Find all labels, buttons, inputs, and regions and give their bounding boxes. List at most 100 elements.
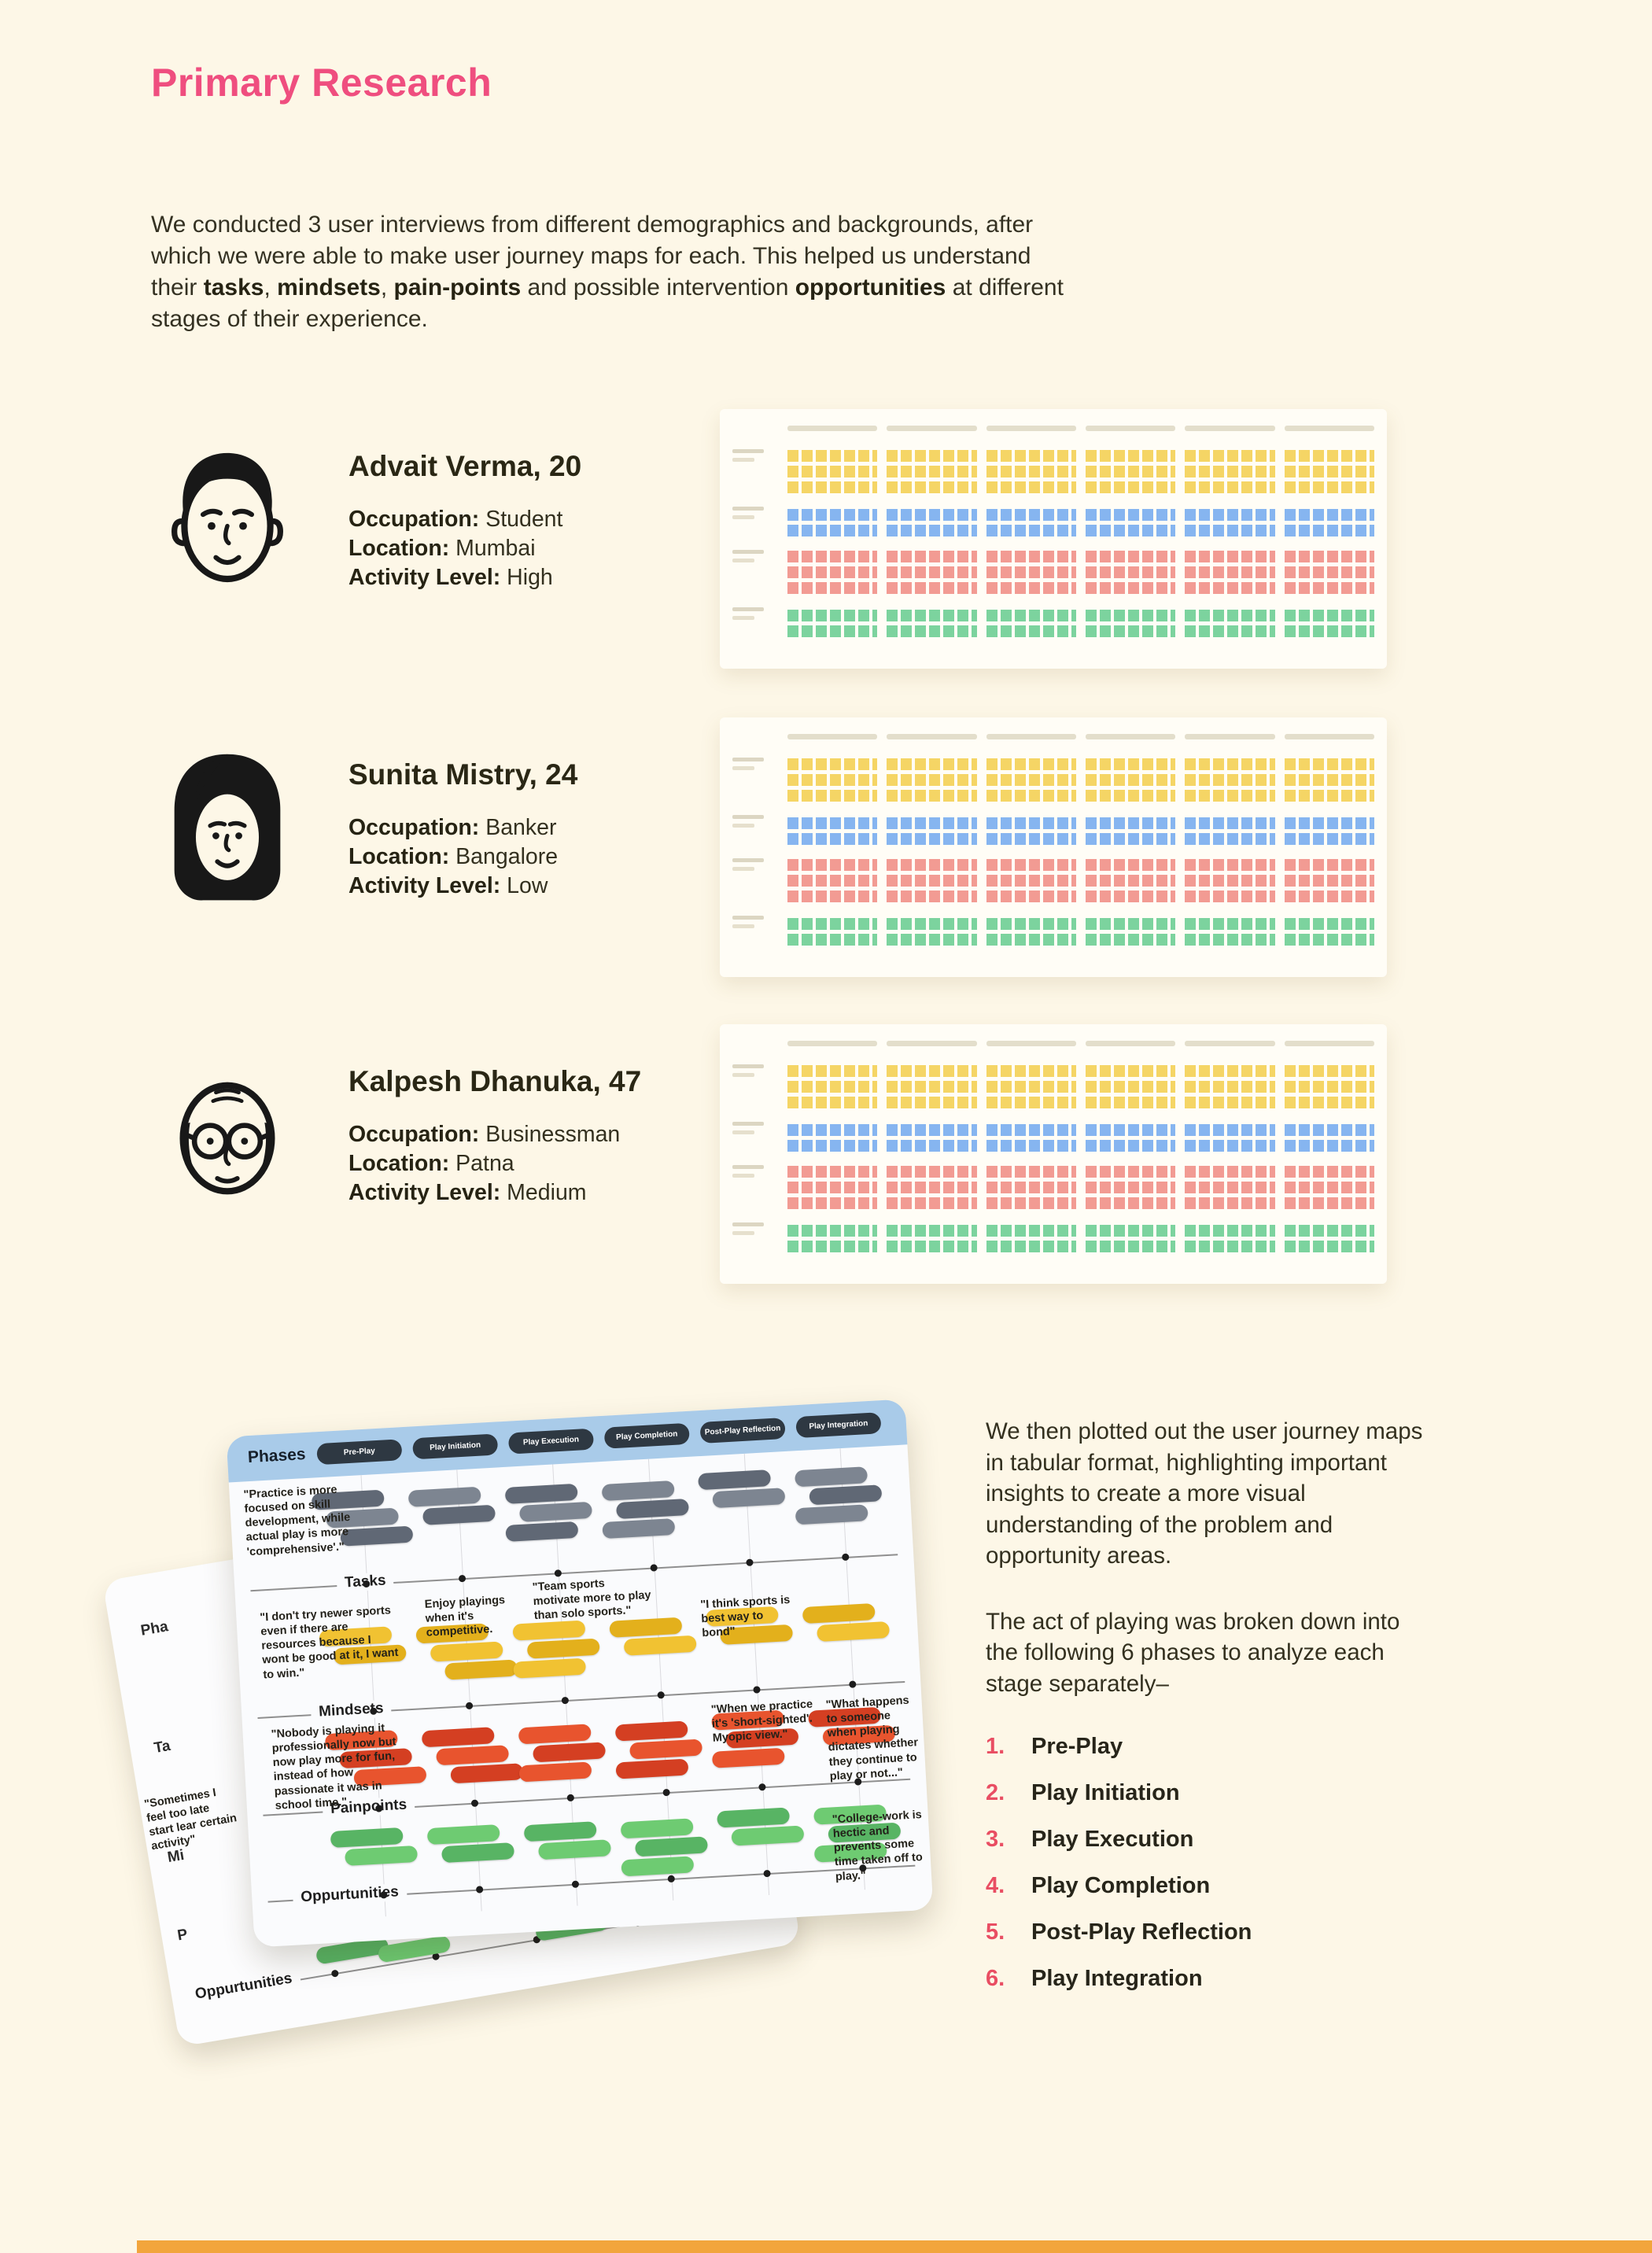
row-label-column xyxy=(732,1063,778,1108)
sticky-note-band xyxy=(732,548,1374,594)
phase-number: 3. xyxy=(986,1827,1005,1853)
phase-pill: Pre-Play xyxy=(316,1439,403,1466)
persona-row-sunita: Sunita Mistry, 24 Occupation: Banker Loc… xyxy=(0,717,1652,977)
activity-label: Activity Level: xyxy=(348,873,501,898)
sticky-note-grid xyxy=(1185,1221,1275,1252)
phase-label: Play Execution xyxy=(1031,1827,1194,1853)
painpoint-pill xyxy=(436,1745,510,1766)
location-value: Mumbai xyxy=(455,536,536,561)
sticky-note-grid xyxy=(1284,914,1374,946)
phase-title-bar xyxy=(787,733,878,739)
page-title: Primary Research xyxy=(151,61,492,105)
avatar-advait-verma xyxy=(156,433,299,614)
mindset-pill xyxy=(817,1621,891,1643)
journey-map-figure: Oppurtunities Pha Ta Mi P "Sometimes I feel … xyxy=(101,1399,1054,2116)
task-pill xyxy=(602,1517,676,1539)
phase-list-item: 2. Play Initiation xyxy=(986,1780,1430,1806)
sticky-note-grid xyxy=(1085,756,1176,802)
opportunity-pill xyxy=(523,1821,597,1842)
persona-activity: Activity Level: High xyxy=(348,563,581,592)
sticky-note-grid xyxy=(787,914,878,946)
sticky-note-grid xyxy=(986,1221,1076,1252)
persona-info: Sunita Mistry, 24 Occupation: Banker Loc… xyxy=(348,758,577,901)
sticky-note-grid xyxy=(787,448,878,493)
older-man-glasses-face-icon xyxy=(179,1082,275,1195)
persona-activity: Activity Level: Low xyxy=(348,872,577,901)
sticky-note-grid xyxy=(1085,1120,1176,1152)
sticky-note-band xyxy=(732,857,1374,902)
sticky-note-grid xyxy=(1185,857,1275,902)
sticky-note-grid xyxy=(787,1063,878,1108)
sticky-note-grid xyxy=(1284,813,1374,845)
task-pill xyxy=(795,1504,868,1525)
journey-phase-pills: Pre-Play Play Initiation Play Execution Pla… xyxy=(227,1399,905,1466)
sticky-note-grid xyxy=(986,914,1076,946)
phase-list-item: 6. Play Integration xyxy=(986,1966,1430,1992)
mindset-pill xyxy=(526,1638,600,1659)
sticky-note-grid xyxy=(1185,1063,1275,1108)
sticky-note-grid xyxy=(1185,1163,1275,1209)
phase-title-bar xyxy=(1085,425,1176,431)
phase-title-bar xyxy=(1185,1040,1275,1046)
sticky-note-band xyxy=(732,1063,1374,1108)
sticky-note-grid xyxy=(787,548,878,594)
location-label: Location: xyxy=(348,536,450,561)
sticky-note-grid xyxy=(887,813,977,845)
sticky-note-grid xyxy=(986,756,1076,802)
sticky-note-grid xyxy=(1185,448,1275,493)
activity-label: Activity Level: xyxy=(348,565,501,590)
sticky-note-grid xyxy=(887,1120,977,1152)
row-rule: Oppurtunities xyxy=(253,1864,931,1907)
phase-title-bar xyxy=(986,1040,1076,1046)
phase-number: 5. xyxy=(986,1919,1005,1945)
row-label-column xyxy=(732,448,778,493)
intro-bold-mindsets: mindsets xyxy=(277,274,381,301)
sticky-note-grid xyxy=(887,756,977,802)
sticky-note-grid xyxy=(986,857,1076,902)
row-label-column xyxy=(732,1221,778,1252)
phase-pill: Post-Play Reflection xyxy=(699,1417,786,1444)
phase-label: Play Completion xyxy=(1031,1873,1211,1899)
thumbnail-phase-header xyxy=(732,1035,1374,1051)
thumbnail-phase-header xyxy=(732,728,1374,744)
task-pill xyxy=(795,1466,868,1488)
sticky-note-grid xyxy=(1185,1120,1275,1152)
intro-text: , xyxy=(264,274,278,301)
persona-occupation: Occupation: Student xyxy=(348,505,581,534)
phase-pill: Play Completion xyxy=(603,1422,690,1449)
mindset-pill xyxy=(802,1602,876,1624)
sticky-note-grid xyxy=(787,606,878,637)
painpoint-pill xyxy=(518,1724,592,1745)
sticky-note-grid xyxy=(1185,756,1275,802)
user-quote: "College-work is hectic and prevents som… xyxy=(832,1809,924,1883)
activity-label: Activity Level: xyxy=(348,1180,501,1205)
mindset-pill xyxy=(444,1659,518,1680)
row-label-column xyxy=(732,606,778,637)
sticky-note-grid xyxy=(1284,448,1374,493)
sticky-note-grid xyxy=(1085,857,1176,902)
sticky-note-grid xyxy=(1284,548,1374,594)
sticky-note-grid xyxy=(887,857,977,902)
thumbnail-phase-header xyxy=(732,420,1374,436)
back-card-label-fragment: Pha xyxy=(139,1618,170,1639)
sticky-note-grid xyxy=(1085,1163,1176,1209)
phase-pill: Play Execution xyxy=(507,1428,595,1455)
phase-title-bar xyxy=(986,425,1076,431)
sticky-note-grid xyxy=(986,1163,1076,1209)
sticky-note-grid xyxy=(1185,548,1275,594)
avatar-kalpesh-dhanuka xyxy=(156,1048,299,1229)
activity-value: Low xyxy=(507,873,548,898)
phase-pill: Play Integration xyxy=(795,1412,882,1439)
sticky-note-grid xyxy=(787,1221,878,1252)
back-card-label-fragment: Ta xyxy=(153,1737,172,1757)
mindset-pill xyxy=(609,1617,683,1638)
opportunity-pill xyxy=(345,1845,419,1867)
location-label: Location: xyxy=(348,844,450,869)
sticky-note-grid xyxy=(1284,1120,1374,1152)
sticky-note-grid xyxy=(986,1063,1076,1108)
mindset-pill xyxy=(430,1641,503,1662)
phase-title-bar xyxy=(1185,733,1275,739)
phase-list-item: 3. Play Execution xyxy=(986,1827,1430,1853)
journey-card-body: TasksMindsetsPainpointsOppurtunities"Pra… xyxy=(229,1444,934,1947)
phase-title-bar xyxy=(1284,425,1374,431)
